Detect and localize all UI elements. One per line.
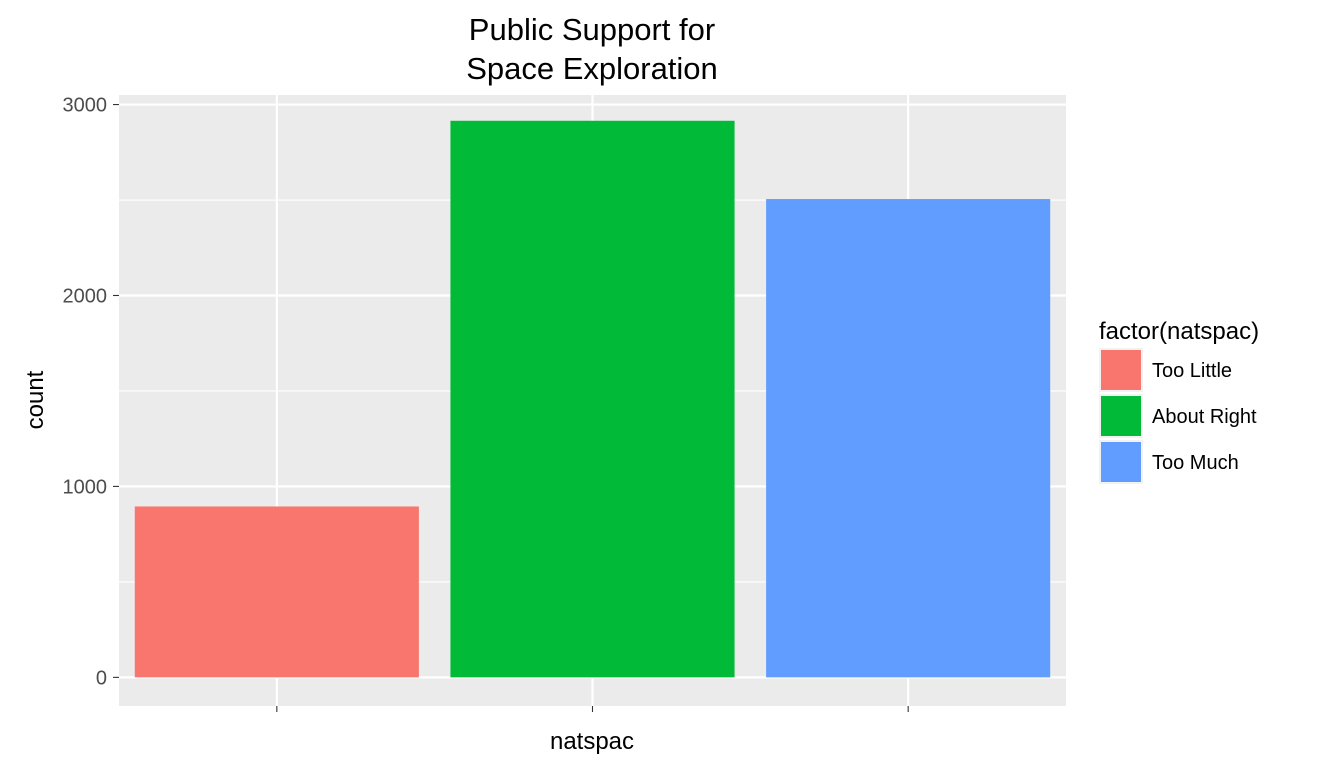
legend-key-about-right [1101,396,1141,436]
y-tick-label: 1000 [63,476,108,498]
y-axis-ticks: 0 1000 2000 3000 [63,95,909,712]
bar-about-right [450,120,735,678]
bar-too-much [766,199,1051,678]
x-axis-title: natspac [550,728,634,755]
legend: factor(natspac) Too Little About Right Too… [1099,318,1259,484]
y-axis-title: count [22,370,49,429]
legend-label: Too Much [1152,452,1239,474]
legend-key-too-little [1101,350,1141,390]
chart-title-line-2: Space Exploration [466,51,718,86]
chart-title-line-1: Public Support for [469,12,715,47]
y-tick-label: 3000 [63,95,108,117]
legend-label: About Right [1152,406,1257,428]
legend-label: Too Little [1152,360,1232,382]
y-tick-label: 0 [96,667,107,689]
bars [134,120,1051,678]
legend-title: factor(natspac) [1099,318,1259,345]
legend-key-too-much [1101,442,1141,482]
bar-too-little [134,506,419,678]
y-tick-label: 2000 [63,285,108,307]
